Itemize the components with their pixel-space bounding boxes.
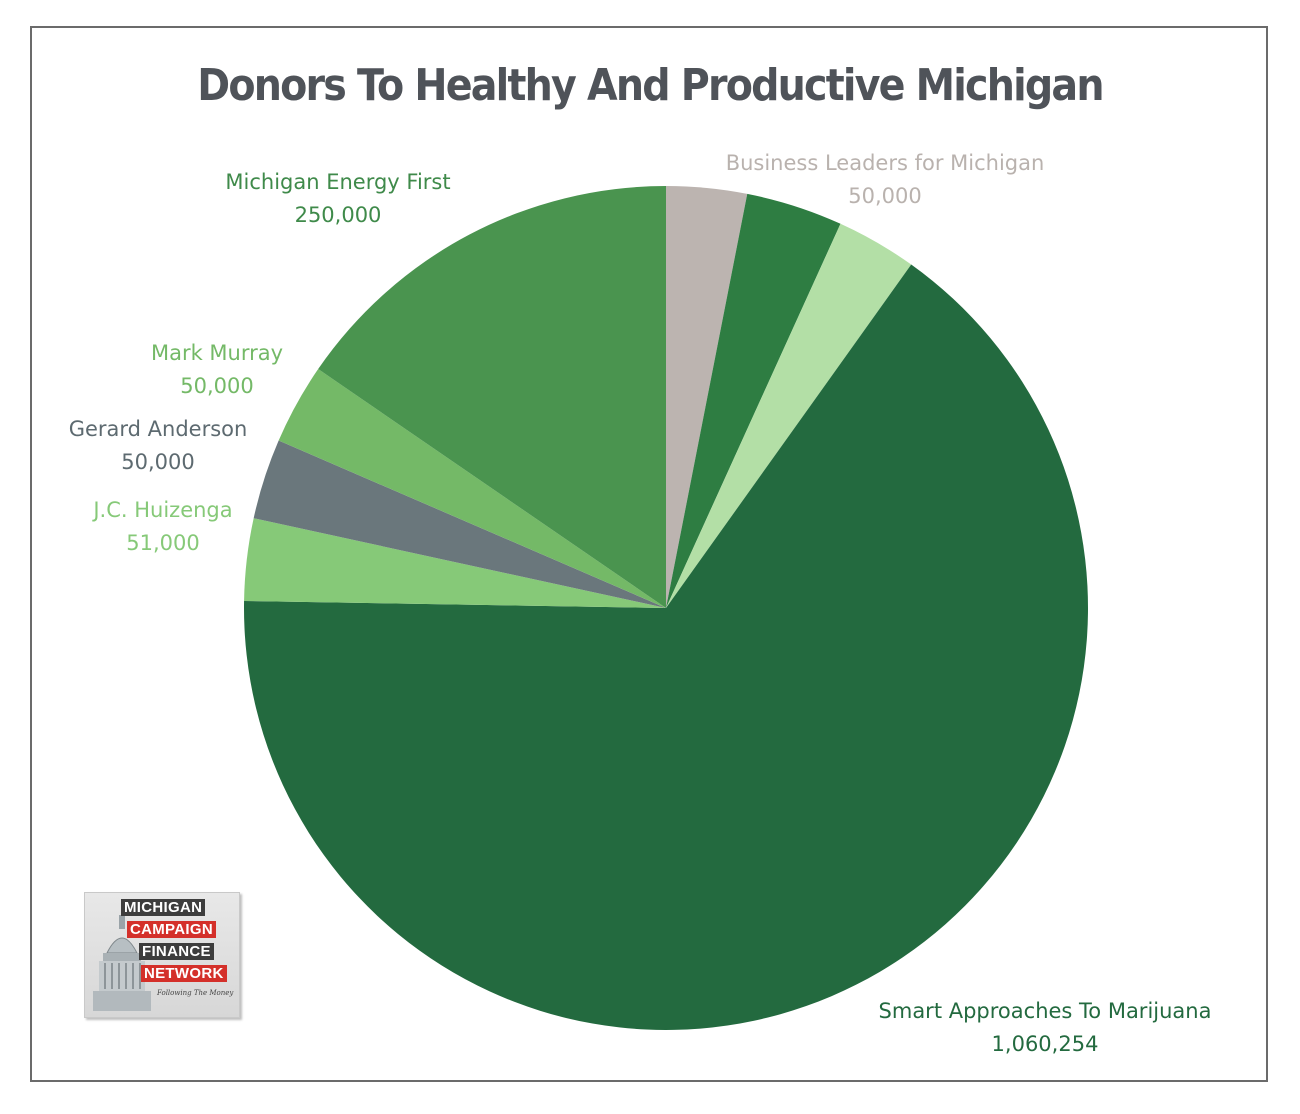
slice-label: J.C. Huizenga [91, 498, 232, 522]
slice-label: Michigan Energy First [225, 170, 450, 194]
slice-value-label: 50,000 [180, 374, 253, 398]
slice-value-label: 1,060,254 [992, 1032, 1099, 1056]
logo-line-michigan: MICHIGAN [121, 899, 206, 916]
slice-value-label: 50,000 [121, 450, 194, 474]
slice-value-label: 51,000 [126, 531, 199, 555]
logo-line-campaign: CAMPAIGN [127, 921, 216, 938]
slice-label: Smart Approaches To Marijuana [879, 999, 1212, 1023]
slice-label: Mark Murray [151, 341, 283, 365]
pie-slice-unlabeled-1 [666, 193, 841, 608]
logo-tagline: Following The Money [157, 989, 234, 997]
logo-line-finance: FINANCE [139, 943, 214, 960]
logo-line-network: NETWORK [141, 965, 227, 982]
pie-slice-business-leaders-for-michigan [666, 186, 748, 608]
pie-slice-j-c-huizenga [244, 518, 666, 608]
chart-title: Donors To Healthy And Productive Michiga… [197, 60, 1104, 111]
campaign-finance-network-logo: MICHIGAN CAMPAIGN FINANCE NETWORK Follow… [84, 892, 240, 1018]
pie-slice-michigan-energy-first [318, 185, 666, 608]
slice-value-label: 250,000 [295, 203, 382, 227]
pie-slice-mark-murray [278, 369, 666, 608]
slice-value-label: 50,000 [848, 184, 921, 208]
pie-slice-gerard-anderson [253, 440, 666, 608]
pie-slice-unlabeled-2 [666, 223, 912, 608]
slice-label: Business Leaders for Michigan [726, 151, 1045, 175]
slice-label: Gerard Anderson [69, 417, 248, 441]
capitol-dome-icon [93, 915, 151, 1011]
pie-slice-smart-approaches-to-marijuana [244, 264, 1089, 1031]
